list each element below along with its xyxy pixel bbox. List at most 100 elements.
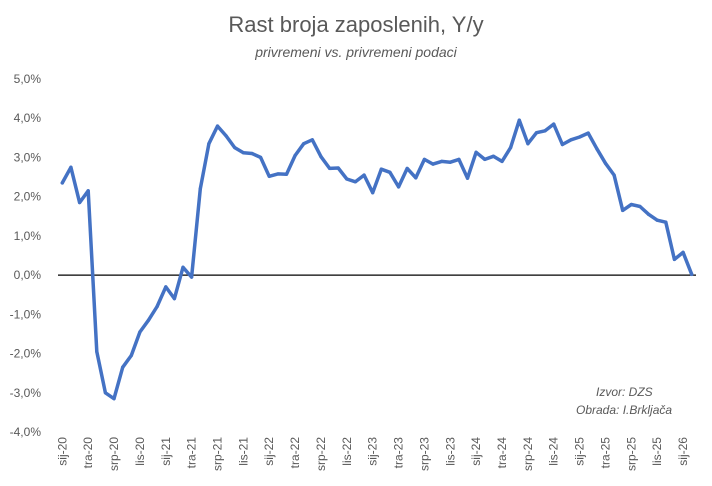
data-point <box>86 189 90 193</box>
data-point <box>465 176 470 180</box>
data-point <box>543 129 547 133</box>
y-tick-label: -3,0% <box>10 386 42 400</box>
source-annotation: Izvor: DZS <box>596 385 653 399</box>
x-tick-label: tra-20 <box>81 437 95 469</box>
data-point <box>422 157 427 162</box>
x-tick-label: srp-25 <box>624 437 638 471</box>
x-tick-label: tra-25 <box>598 437 612 469</box>
data-point <box>345 177 349 181</box>
data-point <box>491 154 495 158</box>
data-point <box>164 285 168 289</box>
data-point <box>293 153 297 158</box>
x-tick-label: srp-22 <box>314 437 328 471</box>
data-point <box>302 142 306 146</box>
data-point <box>362 173 366 177</box>
data-point <box>138 330 142 334</box>
y-tick-label: 0,0% <box>14 268 42 282</box>
credit-annotation: Obrada: I.Brkljača <box>576 403 673 417</box>
x-tick-label: lis-21 <box>236 437 250 466</box>
y-tick-label: 5,0% <box>14 72 42 86</box>
x-tick-label: lis-25 <box>650 437 664 466</box>
y-tick-label: 1,0% <box>14 229 42 243</box>
data-point <box>474 150 478 154</box>
data-point <box>655 218 659 222</box>
chart-title: Rast broja zaposlenih, Y/y <box>228 12 484 37</box>
data-point <box>259 155 263 160</box>
data-point <box>681 250 685 254</box>
x-tick-label: sij-22 <box>262 437 276 466</box>
data-point <box>60 181 64 185</box>
x-tick-label: tra-22 <box>288 437 302 469</box>
data-point <box>198 187 202 191</box>
x-tick-label: lis-23 <box>443 437 457 466</box>
y-tick-label: 3,0% <box>14 150 42 164</box>
data-point <box>103 391 108 395</box>
data-point <box>526 142 530 146</box>
x-axis-tick-labels: sij-20 tra-20 srp-20 lis-20 sij-21 tra-21 srp-… <box>55 437 690 471</box>
data-point <box>646 212 651 216</box>
data-point <box>672 257 677 262</box>
data-point <box>69 165 73 169</box>
data-point <box>327 166 332 171</box>
y-tick-label: -4,0% <box>10 425 42 439</box>
data-point <box>388 170 392 174</box>
y-axis-tick-labels: -4,0% -3,0% -2,0% -1,0% 0,0% 1,0% 2,0% 3,0% 4,0%… <box>10 72 42 439</box>
data-point <box>500 159 504 163</box>
data-point <box>319 155 323 159</box>
data-point <box>414 176 418 180</box>
data-point <box>267 174 271 178</box>
y-tick-label: 2,0% <box>14 190 42 204</box>
x-tick-label: sij-24 <box>469 437 483 466</box>
data-point <box>664 220 668 224</box>
data-point <box>310 138 314 142</box>
data-point <box>457 157 461 162</box>
data-point <box>629 202 633 207</box>
data-point <box>690 272 694 276</box>
data-point <box>595 147 599 151</box>
data-point <box>448 160 452 164</box>
x-tick-label: lis-20 <box>133 437 147 466</box>
data-point <box>396 185 401 189</box>
data-point <box>190 275 194 279</box>
data-point <box>224 134 228 138</box>
data-point <box>379 167 383 171</box>
data-point <box>284 172 289 176</box>
x-tick-label: srp-21 <box>211 437 225 471</box>
data-points <box>60 118 694 401</box>
x-tick-label: tra-21 <box>185 437 199 469</box>
x-tick-label: lis-22 <box>340 437 354 466</box>
data-point <box>241 151 245 155</box>
x-tick-label: lis-24 <box>547 437 561 466</box>
data-point <box>172 297 176 301</box>
data-point <box>207 142 211 146</box>
data-point <box>95 349 99 354</box>
data-point <box>560 142 564 147</box>
data-point <box>534 131 539 135</box>
data-point <box>112 397 116 401</box>
data-point <box>578 135 582 139</box>
x-tick-label: srp-23 <box>417 437 431 471</box>
data-point <box>440 159 444 163</box>
data-point <box>250 151 254 156</box>
data-point <box>371 191 375 195</box>
data-point <box>509 146 513 150</box>
data-point <box>336 166 340 170</box>
data-point <box>77 200 82 205</box>
y-tick-label: 4,0% <box>14 111 42 125</box>
x-tick-label: srp-20 <box>107 437 121 471</box>
data-point <box>146 318 151 322</box>
data-point <box>569 138 573 142</box>
series-line <box>60 118 694 401</box>
data-point <box>129 353 133 358</box>
y-tick-label: -2,0% <box>10 347 42 361</box>
data-point <box>552 122 556 126</box>
x-tick-label: sij-26 <box>676 437 690 466</box>
x-tick-label: tra-23 <box>392 437 406 469</box>
data-point <box>155 304 159 309</box>
x-tick-label: sij-20 <box>55 437 69 466</box>
data-point <box>431 162 435 166</box>
data-point <box>586 131 590 135</box>
x-tick-label: sij-21 <box>159 437 173 466</box>
data-point <box>621 208 625 212</box>
